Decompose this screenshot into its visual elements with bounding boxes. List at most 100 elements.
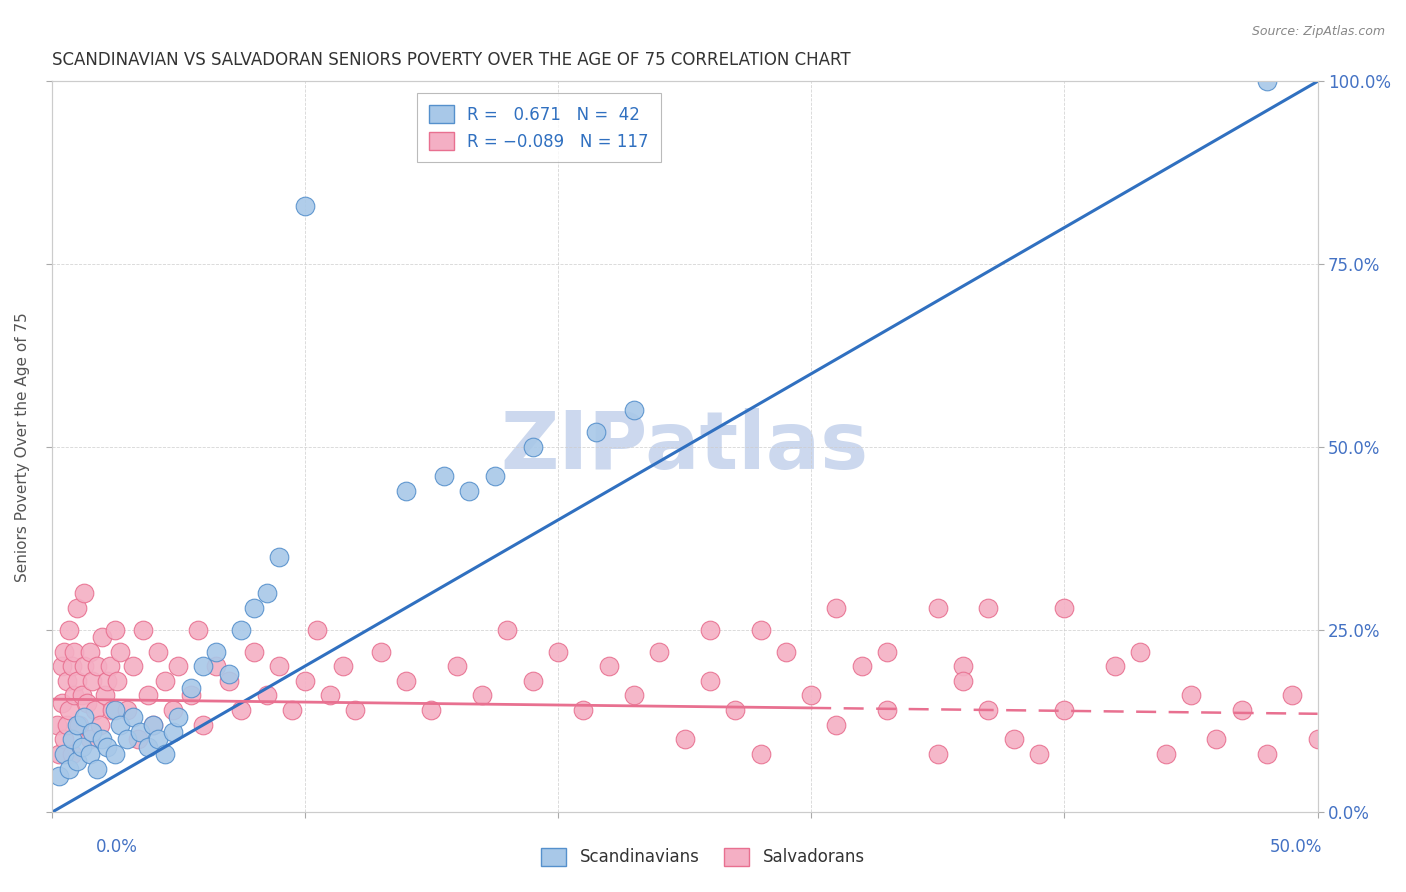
- Point: [146, 645, 169, 659]
- Point: [458, 483, 481, 498]
- Point: [96, 673, 118, 688]
- Point: [66, 754, 89, 768]
- Legend: Scandinavians, Salvadorans: Scandinavians, Salvadorans: [533, 839, 873, 875]
- Point: [484, 469, 506, 483]
- Text: Source: ZipAtlas.com: Source: ZipAtlas.com: [1251, 25, 1385, 38]
- Point: [231, 703, 253, 717]
- Point: [73, 710, 96, 724]
- Point: [104, 623, 127, 637]
- Point: [86, 659, 108, 673]
- Point: [193, 659, 215, 673]
- Point: [1180, 689, 1202, 703]
- Point: [977, 600, 1000, 615]
- Point: [876, 703, 898, 717]
- Point: [98, 659, 121, 673]
- Point: [63, 689, 86, 703]
- Point: [218, 666, 240, 681]
- Point: [51, 659, 73, 673]
- Point: [1382, 673, 1405, 688]
- Point: [395, 483, 418, 498]
- Point: [79, 747, 101, 761]
- Point: [48, 769, 70, 783]
- Point: [66, 673, 89, 688]
- Point: [648, 645, 671, 659]
- Point: [775, 645, 797, 659]
- Point: [876, 645, 898, 659]
- Point: [977, 703, 1000, 717]
- Point: [142, 717, 165, 731]
- Point: [1205, 732, 1227, 747]
- Point: [60, 747, 83, 761]
- Point: [585, 425, 607, 440]
- Point: [96, 739, 118, 754]
- Point: [93, 689, 115, 703]
- Point: [48, 747, 70, 761]
- Point: [53, 747, 76, 761]
- Point: [294, 199, 316, 213]
- Point: [1104, 659, 1126, 673]
- Point: [76, 696, 98, 710]
- Point: [1256, 747, 1278, 761]
- Point: [522, 440, 544, 454]
- Point: [1053, 600, 1076, 615]
- Point: [952, 673, 974, 688]
- Point: [53, 732, 76, 747]
- Point: [162, 725, 184, 739]
- Legend: R =   0.671   N =  42, R = −0.089   N = 117: R = 0.671 N = 42, R = −0.089 N = 117: [418, 94, 661, 162]
- Point: [1281, 689, 1303, 703]
- Point: [749, 747, 772, 761]
- Point: [129, 725, 152, 739]
- Point: [91, 630, 114, 644]
- Point: [193, 717, 215, 731]
- Text: 0.0%: 0.0%: [96, 838, 138, 856]
- Point: [66, 717, 89, 731]
- Point: [91, 732, 114, 747]
- Point: [1306, 732, 1329, 747]
- Text: 50.0%: 50.0%: [1270, 838, 1322, 856]
- Point: [51, 696, 73, 710]
- Point: [66, 600, 89, 615]
- Point: [673, 732, 696, 747]
- Point: [142, 717, 165, 731]
- Point: [243, 645, 266, 659]
- Point: [749, 623, 772, 637]
- Point: [433, 469, 456, 483]
- Point: [256, 689, 278, 703]
- Point: [1357, 747, 1379, 761]
- Point: [60, 659, 83, 673]
- Point: [167, 710, 190, 724]
- Point: [851, 659, 873, 673]
- Point: [825, 717, 848, 731]
- Point: [70, 739, 93, 754]
- Point: [420, 703, 443, 717]
- Point: [55, 673, 77, 688]
- Point: [205, 645, 228, 659]
- Point: [79, 645, 101, 659]
- Point: [136, 689, 159, 703]
- Point: [101, 703, 124, 717]
- Point: [108, 645, 131, 659]
- Point: [800, 689, 823, 703]
- Point: [162, 703, 184, 717]
- Point: [927, 747, 949, 761]
- Point: [117, 732, 139, 747]
- Point: [699, 623, 721, 637]
- Point: [1129, 645, 1152, 659]
- Point: [1002, 732, 1025, 747]
- Point: [598, 659, 620, 673]
- Point: [104, 747, 127, 761]
- Point: [294, 673, 316, 688]
- Point: [1331, 703, 1354, 717]
- Point: [86, 762, 108, 776]
- Point: [724, 703, 747, 717]
- Point: [55, 717, 77, 731]
- Point: [79, 732, 101, 747]
- Point: [70, 689, 93, 703]
- Point: [370, 645, 392, 659]
- Point: [58, 623, 80, 637]
- Point: [952, 659, 974, 673]
- Point: [104, 703, 127, 717]
- Point: [572, 703, 595, 717]
- Point: [58, 703, 80, 717]
- Point: [155, 747, 177, 761]
